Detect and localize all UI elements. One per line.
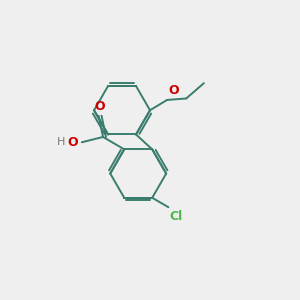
Text: O: O [168,84,178,97]
Text: Cl: Cl [170,210,183,223]
Text: H: H [57,137,66,147]
Text: O: O [94,100,104,113]
Text: O: O [68,136,78,149]
